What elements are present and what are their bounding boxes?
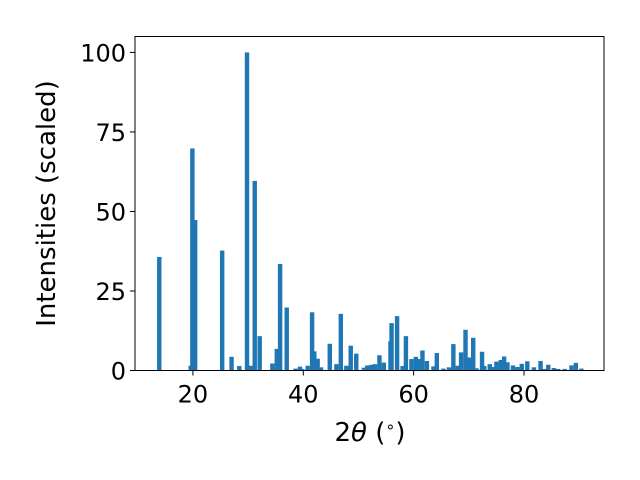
bar-group bbox=[157, 52, 584, 371]
x-axis-label-part: ) bbox=[395, 418, 405, 448]
bar bbox=[257, 336, 262, 371]
bar bbox=[372, 364, 378, 371]
bar bbox=[501, 356, 507, 371]
bar bbox=[494, 361, 499, 371]
bar bbox=[479, 351, 485, 371]
bar bbox=[327, 343, 332, 371]
y-axis-ticks: 0 25 50 75 100 bbox=[80, 39, 135, 386]
bar bbox=[531, 367, 537, 371]
bar bbox=[219, 250, 225, 371]
bar bbox=[519, 363, 524, 371]
bar bbox=[403, 336, 409, 371]
bar bbox=[487, 364, 492, 371]
bar bbox=[309, 312, 315, 371]
bar bbox=[299, 368, 305, 371]
bar bbox=[305, 365, 310, 371]
bar bbox=[318, 367, 324, 371]
x-tick-label: 20 bbox=[178, 381, 209, 409]
bar bbox=[315, 358, 320, 371]
bar bbox=[466, 357, 472, 371]
bar bbox=[416, 359, 422, 371]
bar bbox=[312, 351, 317, 371]
bar bbox=[451, 344, 456, 371]
bar bbox=[556, 368, 561, 371]
axes-frame bbox=[134, 36, 605, 371]
bar bbox=[400, 366, 405, 371]
y-tick-label: 0 bbox=[111, 358, 126, 386]
bar bbox=[409, 359, 414, 371]
bar bbox=[455, 365, 460, 371]
bar bbox=[229, 356, 234, 371]
x-tick-label: 80 bbox=[509, 381, 540, 409]
bar bbox=[525, 361, 530, 371]
bar bbox=[471, 337, 476, 371]
bar bbox=[157, 256, 162, 371]
y-tick-label: 75 bbox=[95, 119, 126, 147]
y-tick-label: 100 bbox=[80, 39, 126, 67]
bar bbox=[369, 364, 374, 371]
x-axis-label-part: ∘ bbox=[385, 417, 395, 436]
bar bbox=[446, 367, 452, 371]
y-axis-label: Intensities (scaled) bbox=[32, 80, 62, 327]
x-axis-label-part: θ bbox=[351, 418, 367, 448]
bar bbox=[551, 367, 556, 371]
bar bbox=[458, 352, 464, 371]
bar bbox=[413, 356, 419, 371]
bar bbox=[490, 367, 496, 371]
bar bbox=[562, 368, 568, 371]
bar bbox=[546, 364, 551, 371]
bar bbox=[474, 368, 479, 371]
bar bbox=[431, 366, 436, 371]
bar bbox=[515, 367, 520, 371]
bar bbox=[482, 366, 487, 371]
bar bbox=[354, 353, 359, 371]
bar bbox=[381, 362, 387, 371]
x-axis-label-part: ( bbox=[367, 418, 385, 448]
bar bbox=[361, 367, 367, 371]
bar bbox=[365, 365, 370, 371]
bar bbox=[348, 345, 353, 371]
bar bbox=[394, 316, 400, 371]
bar bbox=[424, 360, 430, 371]
bar bbox=[293, 368, 298, 371]
x-axis-label-part: 2 bbox=[334, 418, 351, 448]
bar bbox=[498, 360, 504, 371]
bar bbox=[420, 350, 425, 371]
bar bbox=[190, 148, 195, 371]
bar bbox=[248, 365, 253, 371]
x-axis-label: 2θ (∘) bbox=[334, 417, 405, 448]
bar bbox=[434, 353, 440, 371]
bar bbox=[334, 364, 339, 371]
bar bbox=[389, 323, 394, 371]
bar bbox=[244, 52, 250, 371]
bar bbox=[569, 365, 574, 371]
bar bbox=[538, 360, 543, 371]
bar bbox=[344, 365, 349, 371]
bar bbox=[463, 329, 468, 371]
bar bbox=[510, 365, 516, 371]
bar bbox=[237, 366, 242, 371]
bar bbox=[505, 362, 510, 371]
bar bbox=[573, 362, 579, 371]
bar bbox=[192, 220, 198, 371]
y-tick-label: 50 bbox=[95, 198, 126, 226]
y-tick-label: 25 bbox=[95, 278, 126, 306]
bar bbox=[252, 180, 257, 371]
x-axis-ticks: 20 40 60 80 bbox=[178, 370, 540, 409]
x-tick-label: 60 bbox=[398, 381, 429, 409]
bar bbox=[338, 313, 344, 371]
bar bbox=[441, 368, 446, 371]
bar bbox=[377, 355, 382, 371]
bar bbox=[579, 368, 584, 371]
bar bbox=[541, 368, 547, 371]
bar bbox=[284, 307, 289, 371]
bar bbox=[277, 263, 283, 371]
bar bbox=[274, 348, 280, 371]
x-tick-label: 40 bbox=[288, 381, 319, 409]
bar bbox=[297, 366, 303, 371]
bar bbox=[270, 363, 275, 371]
